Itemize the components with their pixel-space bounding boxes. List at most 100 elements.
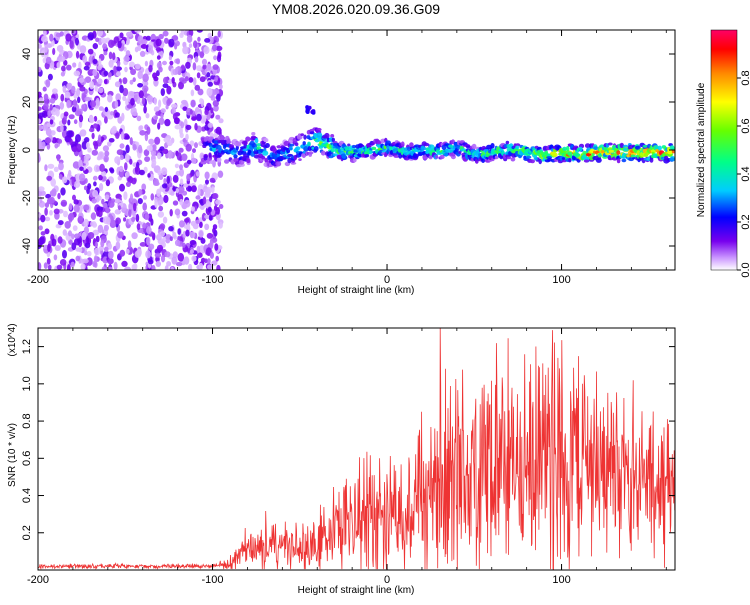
noise-cell [212, 88, 220, 95]
noise-cell [162, 148, 169, 154]
noise-cell [47, 73, 53, 81]
noise-cell [121, 260, 128, 267]
noise-cell [124, 153, 130, 162]
noise-cell [174, 67, 179, 75]
noise-cell [97, 64, 102, 71]
colorbar-label: Normalized spectral amplitude [696, 82, 707, 217]
noise-cell [126, 104, 133, 109]
noise-cell [194, 84, 201, 91]
noise-cell [174, 163, 179, 169]
noise-cell [114, 209, 120, 215]
noise-cell [62, 249, 67, 259]
noise-cell [40, 231, 46, 236]
noise-cell [148, 259, 154, 265]
noise-cell [162, 216, 168, 224]
noise-cell [61, 65, 66, 72]
noise-cell [166, 261, 172, 267]
noise-cell [50, 130, 56, 136]
noise-cell [185, 133, 189, 141]
noise-cell [129, 193, 134, 202]
noise-cell [202, 196, 207, 205]
noise-cell [135, 63, 141, 70]
noise-cell [107, 141, 112, 147]
noise-cell [58, 174, 63, 180]
noise-cell [177, 252, 185, 262]
x-tick-label: -100 [202, 274, 224, 286]
noise-cell [145, 113, 150, 119]
x-tick-label: 0 [384, 574, 390, 586]
noise-cell [83, 65, 90, 71]
noise-cell [73, 204, 80, 213]
noise-cell [79, 45, 87, 54]
noise-cell [142, 73, 149, 83]
noise-cell [164, 265, 169, 270]
noise-cell [125, 171, 130, 178]
noise-cell [210, 95, 216, 101]
noise-cell [69, 138, 73, 146]
noise-cell [157, 211, 165, 218]
noise-cell [82, 258, 89, 264]
noise-cell [157, 169, 162, 176]
noise-cell [140, 44, 148, 49]
noise-cell [62, 85, 67, 93]
ridge-cell [443, 152, 449, 157]
ridge-cell [383, 145, 387, 150]
noise-cell [126, 31, 133, 37]
noise-cell [174, 43, 178, 50]
noise-cell [164, 118, 171, 127]
ridge-cell [616, 150, 621, 156]
noise-cell [215, 114, 221, 120]
noise-cell [206, 63, 212, 72]
noise-cell [75, 37, 79, 46]
noise-cell [60, 124, 64, 133]
noise-cell [83, 226, 89, 234]
noise-cell [43, 93, 49, 101]
noise-cell [125, 248, 130, 254]
noise-cell [160, 88, 165, 97]
noise-cell [154, 252, 162, 258]
noise-cell [188, 43, 193, 48]
ridge-cell [377, 140, 382, 145]
noise-cell [103, 224, 109, 232]
y-tick-label: 1.0 [21, 376, 33, 391]
ridge-cell [570, 144, 574, 149]
noise-cell [55, 108, 60, 117]
ridge-cell [243, 140, 248, 146]
noise-cell [56, 154, 60, 162]
noise-cell [130, 68, 137, 76]
noise-cell [193, 40, 198, 49]
noise-cell [73, 181, 81, 188]
noise-cell [190, 99, 196, 108]
ridge-cell [219, 136, 226, 140]
noise-cell [128, 209, 132, 218]
noise-cell [138, 90, 145, 99]
noise-cell [155, 38, 162, 47]
noise-cell [209, 177, 216, 183]
noise-cell [42, 86, 47, 92]
noise-cell [56, 264, 63, 270]
ridge-cell [242, 148, 248, 152]
noise-cell [162, 183, 168, 189]
noise-cell [131, 264, 137, 270]
noise-cell [189, 109, 193, 115]
noise-cell [87, 147, 92, 153]
noise-cell [134, 30, 142, 33]
noise-cell [204, 214, 211, 220]
noise-cell [164, 37, 169, 44]
noise-cell [77, 96, 81, 104]
noise-cell [86, 250, 92, 257]
noise-cell [146, 95, 153, 103]
noise-cell [88, 116, 95, 124]
noise-cell [143, 149, 150, 157]
noise-cell [38, 140, 43, 149]
noise-cell [44, 216, 51, 222]
noise-cell [46, 257, 51, 265]
ridge-cell [238, 159, 245, 165]
noise-cell [56, 45, 64, 52]
noise-cell [38, 106, 42, 111]
noise-cell [195, 219, 200, 225]
noise-cell [163, 178, 167, 185]
noise-cell [198, 230, 204, 238]
noise-cell [103, 70, 109, 77]
noise-cell [54, 245, 61, 251]
